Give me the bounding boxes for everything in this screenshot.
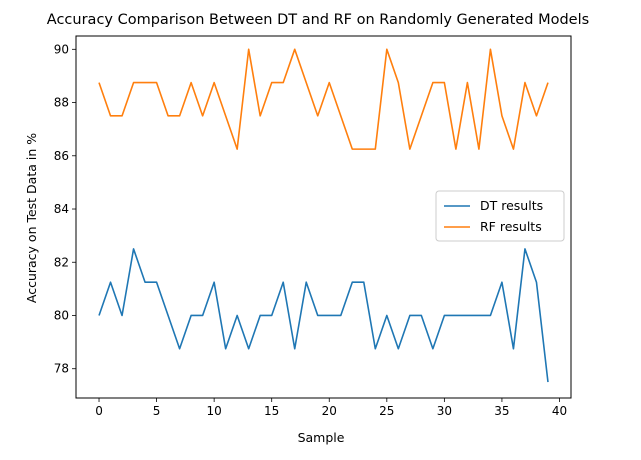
y-tick-label: 84: [54, 202, 69, 216]
x-tick-label: 5: [153, 404, 161, 418]
x-tick-label: 20: [322, 404, 337, 418]
legend-label: DT results: [480, 198, 543, 213]
y-tick-label: 86: [54, 149, 69, 163]
y-tick-label: 78: [54, 362, 69, 376]
y-tick-label: 82: [54, 255, 69, 269]
x-tick-label: 40: [552, 404, 567, 418]
y-tick-label: 90: [54, 42, 69, 56]
legend-box: [435, 190, 565, 242]
legend-label: RF results: [480, 219, 542, 234]
x-tick-label: 10: [206, 404, 221, 418]
legend: DT results RF results: [435, 190, 565, 242]
x-tick-label: 0: [95, 404, 103, 418]
x-axis-label: Sample: [298, 430, 345, 445]
x-axis-ticks: 0 5 10 15 20 25 30 35 40: [95, 398, 567, 418]
series-layer: [98, 48, 549, 383]
y-axis-ticks: 78 80 82 84 86 88 90: [54, 42, 76, 376]
x-tick-label: 30: [437, 404, 452, 418]
x-tick-label: 35: [494, 404, 509, 418]
chart-title: Accuracy Comparison Between DT and RF on…: [47, 12, 589, 28]
y-tick-label: 88: [54, 96, 69, 110]
x-tick-label: 25: [379, 404, 394, 418]
y-tick-label: 80: [54, 308, 69, 322]
plot-frame: [75, 35, 572, 399]
plot-area: 0 5 10 15 20 25 30 35 40 78 80 82 84 86 88 90: [54, 35, 572, 418]
y-axis-label: Accuracy on Test Data in %: [24, 133, 39, 303]
x-tick-label: 15: [264, 404, 279, 418]
series-line-dt: [98, 248, 549, 383]
series-line-rf: [98, 48, 549, 150]
